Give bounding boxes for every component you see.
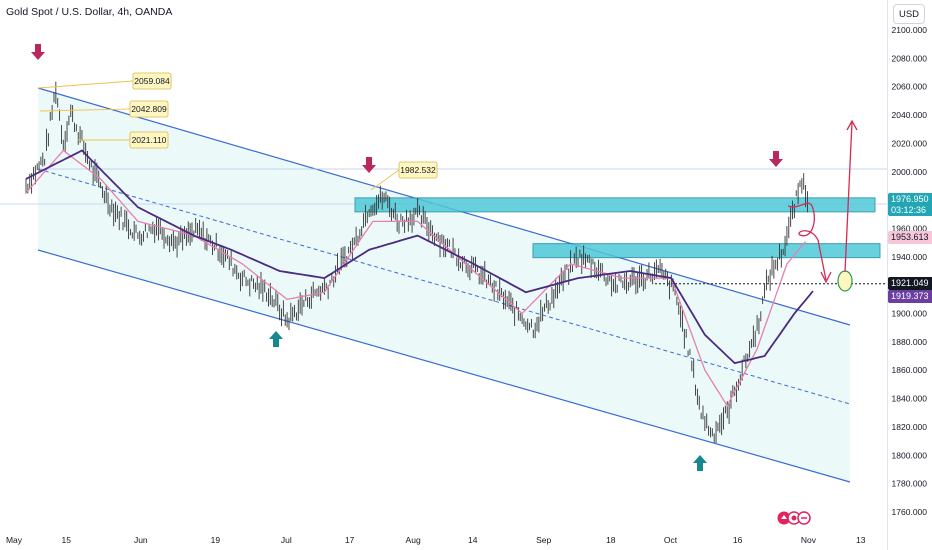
projection-up-path [844,121,853,273]
down-arrow-icon [31,44,45,60]
ma-fast-line [25,149,807,407]
channel-lower-line [37,249,851,483]
currency-button[interactable]: USD [893,4,925,24]
price-label-text: 2021.110 [132,135,167,145]
dotted-level-tag: 1921.049 [888,277,932,290]
price-axis[interactable] [887,0,932,550]
chart-title: Gold Spot / U.S. Dollar, 4h, OANDA [6,6,173,18]
down-arrow-icon [362,157,376,173]
down-arrow-icon [769,151,783,167]
projection-path [787,202,827,281]
up-arrow-icon [269,331,283,347]
ma-fast-tag: 1953.613 [888,231,932,244]
price-label-box [398,161,438,179]
tradingview-logo-icon[interactable] [776,510,814,526]
current-price-tag: 1976.950 03:12:36 [888,193,932,216]
price-label-text: 1982.532 [400,165,436,175]
time-axis[interactable] [0,530,887,550]
price-label-text: 2059.084 [134,76,170,86]
label-leader-line [39,108,131,112]
price-label-box [129,131,169,149]
projection-up-arrow-icon [846,119,858,131]
price-label-text: 2042.809 [131,104,167,114]
price-label-box [129,100,169,118]
channel-mid-line [37,168,851,405]
label-leader-line [370,169,400,191]
channel-fill [38,88,850,482]
target-circle [837,270,853,292]
up-arrow-icon [693,455,707,471]
projection-arrow-icon [820,271,832,284]
bar-countdown: 03:12:36 [891,204,927,215]
support-zone [532,243,881,259]
ma-slow-tag: 1919.373 [888,290,932,303]
label-leader-line [37,80,134,89]
current-price-value: 1976.950 [891,194,929,204]
ma-slow-line [25,149,814,365]
resistance-zone [354,197,876,213]
price-label-box [132,72,172,90]
